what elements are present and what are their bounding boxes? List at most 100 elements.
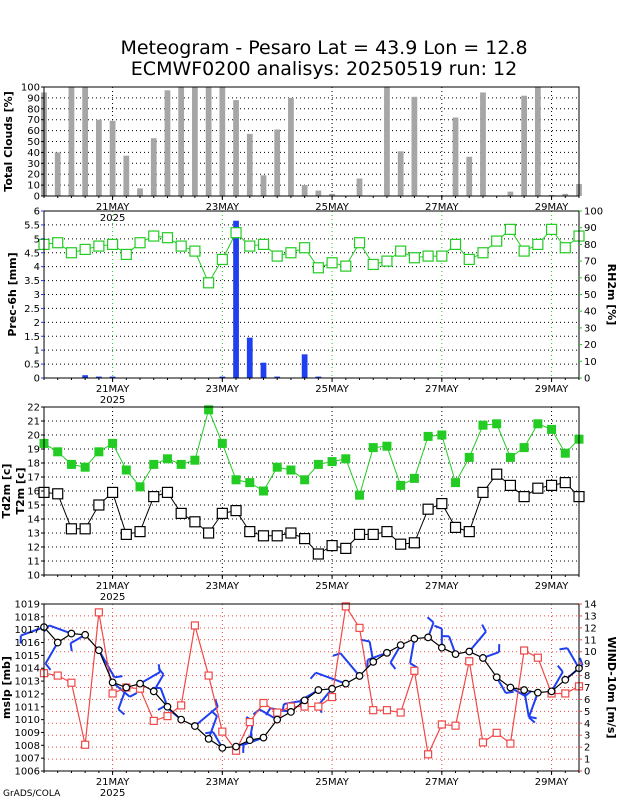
td2m-marker xyxy=(106,486,119,498)
wind-barb-flag xyxy=(117,708,126,716)
precip-bar xyxy=(233,220,239,378)
y2-tick-label: 70 xyxy=(584,257,597,268)
t2m-marker xyxy=(423,431,433,441)
mslp-marker xyxy=(355,672,364,680)
t2m-marker xyxy=(176,459,186,469)
mslp-marker xyxy=(122,683,131,692)
y-tick-label: 6 xyxy=(34,207,40,218)
mslp-marker xyxy=(149,687,158,696)
cloud-bar xyxy=(356,178,363,196)
wind-marker xyxy=(218,727,227,736)
y-tick-label: 0 xyxy=(34,192,40,203)
y-tick-label: 1 xyxy=(34,346,40,357)
y2-tick-label: 0 xyxy=(584,374,590,385)
mslp-marker xyxy=(396,641,405,650)
t2m-marker xyxy=(149,459,159,469)
t2m-marker xyxy=(217,438,227,448)
rh-marker xyxy=(463,253,475,266)
footer-label: GrADS/COLA xyxy=(3,789,61,799)
td2m-marker xyxy=(340,542,352,555)
y-tick-label: 40 xyxy=(27,148,40,159)
rh-marker xyxy=(52,237,64,249)
wind-barb-flag xyxy=(332,652,341,657)
x-year-label: 2025 xyxy=(100,592,125,603)
mslp-marker xyxy=(328,684,336,693)
td2m-marker xyxy=(230,505,242,517)
cloud-bar xyxy=(274,129,281,196)
rh-marker xyxy=(65,247,78,259)
y2-tick-label: 9 xyxy=(584,659,590,670)
wind-marker xyxy=(314,702,323,711)
precip-bar xyxy=(260,362,267,378)
x-year-label: 2025 xyxy=(100,395,125,406)
mslp-marker xyxy=(547,687,556,696)
wind-barb xyxy=(44,642,59,665)
y2-tick-label: 6 xyxy=(584,695,590,706)
y2-tick-label: 2 xyxy=(584,743,590,754)
rh-marker xyxy=(244,240,256,252)
rh-marker xyxy=(518,245,530,257)
y-tick-label: 100 xyxy=(21,83,40,94)
t2m-marker xyxy=(245,478,255,488)
mslp-marker xyxy=(369,657,378,666)
cloud-bar xyxy=(507,191,514,196)
cloud-bar xyxy=(315,190,322,196)
y2-tick-label: 3 xyxy=(584,731,590,742)
td2m-marker xyxy=(436,498,448,510)
wind-barb-flag xyxy=(409,662,418,669)
td2m-marker xyxy=(408,537,420,549)
td2m-marker xyxy=(189,516,201,528)
rh-marker xyxy=(93,240,105,252)
wind-marker xyxy=(67,678,76,687)
cloud-bar xyxy=(123,155,130,196)
rh-marker xyxy=(271,250,283,262)
mslp-marker xyxy=(232,742,240,751)
mslp-marker xyxy=(259,733,268,742)
t2m-marker xyxy=(135,482,145,492)
cloud-bar xyxy=(54,152,61,196)
y-tick-label: 1019 xyxy=(15,600,40,611)
rh-marker xyxy=(120,248,132,261)
wind-barb xyxy=(20,626,45,637)
mslp-marker xyxy=(300,696,309,705)
y-tick-label: 15 xyxy=(27,501,40,512)
wind-barb-flag xyxy=(214,698,219,708)
t2m-marker xyxy=(327,457,337,467)
td2m-marker xyxy=(312,548,324,560)
y-tick-label: 90 xyxy=(27,93,40,104)
y-tick-label: 1010 xyxy=(15,715,40,726)
cloud-bar xyxy=(288,97,294,196)
x-tick-label: 25MAY xyxy=(315,384,349,395)
mslp-y-axis-label: mslp [mb] xyxy=(0,656,13,719)
td2m-marker xyxy=(203,527,215,539)
y-tick-label: 12 xyxy=(27,543,40,554)
wind-barb-flag xyxy=(559,647,568,651)
cloud-bar xyxy=(192,87,198,196)
precip-bar xyxy=(109,376,116,378)
t2m-marker xyxy=(53,447,63,457)
y-tick-label: 1008 xyxy=(15,741,40,752)
rh-marker xyxy=(285,247,297,259)
y-tick-label: 1017 xyxy=(15,625,40,636)
mslp-marker xyxy=(67,629,76,638)
t2m-marker xyxy=(121,465,131,475)
wind-barb xyxy=(339,652,361,677)
rh-marker xyxy=(395,245,407,257)
wind-marker xyxy=(382,706,392,715)
mslp-marker xyxy=(437,643,446,652)
mslp-marker xyxy=(410,634,419,643)
td2m-marker xyxy=(79,523,91,535)
y-tick-label: 13 xyxy=(27,529,40,540)
wind-barb-flag xyxy=(129,692,138,698)
t2m-marker xyxy=(286,465,296,475)
mslp-marker xyxy=(561,675,570,684)
cloud-bar xyxy=(384,87,390,196)
rh-marker xyxy=(175,240,187,252)
y-tick-label: 0 xyxy=(34,374,40,385)
cloud-bar xyxy=(534,87,541,196)
wind-barb-flag xyxy=(528,715,537,720)
td2m-marker xyxy=(545,479,558,491)
t2m-marker xyxy=(492,419,502,429)
td2m-marker xyxy=(463,525,475,538)
t2m-marker xyxy=(190,455,200,465)
